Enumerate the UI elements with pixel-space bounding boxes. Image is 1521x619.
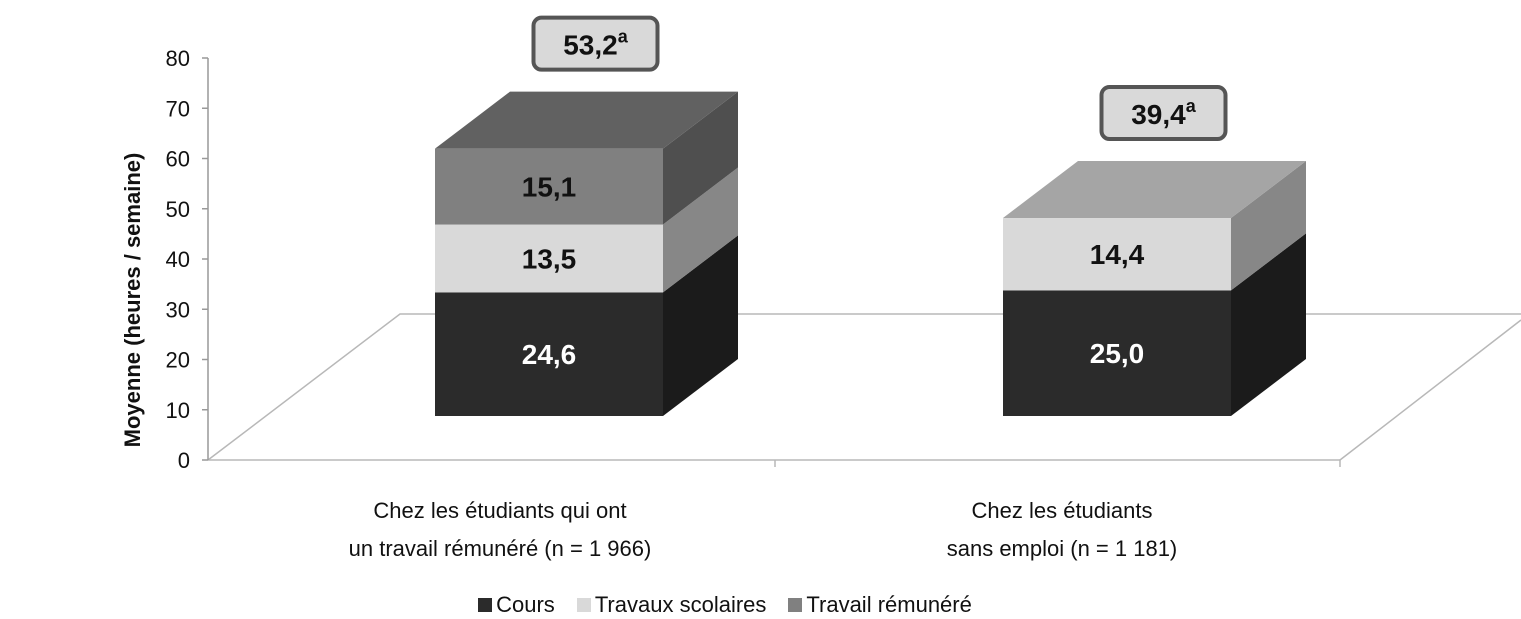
y-tick-label: 80 [166, 46, 190, 71]
value-label: 25,0 [1090, 338, 1145, 369]
legend-item: Travaux scolaires [576, 592, 767, 618]
y-tick-label: 20 [166, 348, 190, 373]
annotation-text: 53,2 [563, 30, 618, 61]
y-tick-label: 50 [166, 197, 190, 222]
legend-item: Cours [478, 592, 555, 618]
annotation: 39,4a [1131, 96, 1197, 130]
bar [435, 292, 663, 416]
bar [435, 224, 663, 293]
bar-side [663, 235, 738, 416]
legend-swatch [788, 598, 803, 612]
bar [435, 148, 663, 225]
value-label: 15,1 [522, 172, 577, 203]
x-tick-label: Chez les étudiants sans emploi (n = 1 18… [946, 498, 1178, 561]
y-tick-label: 60 [166, 147, 190, 172]
bar [1003, 218, 1231, 291]
legend-label: Cours [496, 592, 555, 617]
bar-top [1003, 161, 1306, 219]
legend-swatch [478, 598, 493, 612]
y-tick-label: 70 [166, 96, 190, 121]
y-tick-label: 40 [166, 247, 190, 272]
annotation-text: 39,4 [1131, 99, 1186, 130]
y-tick-label: 10 [166, 398, 190, 423]
bar-side [1231, 161, 1306, 291]
bar [1003, 290, 1231, 416]
bar-side [663, 167, 738, 293]
floor-right [1339, 319, 1521, 461]
x-tick-label: Chez les étudiants qui ont un travail ré… [348, 498, 652, 561]
annotation-box [531, 15, 660, 72]
legend-swatch [576, 598, 591, 612]
floor [207, 313, 1521, 467]
value-label: 13,5 [522, 243, 577, 274]
annotation-sup: a [1186, 96, 1197, 116]
y-axis-label: Moyenne (heures / semaine) [120, 153, 145, 448]
legend-item: Travail rémunéré [788, 592, 972, 618]
legend-label: Travaux scolaires [594, 592, 767, 617]
legend: Cours Travaux scolaires Travail rémunéré [0, 592, 1450, 618]
annotation-box [1099, 85, 1228, 142]
bar-top [435, 91, 738, 149]
annotation: 53,2a [563, 27, 629, 61]
floor-back [207, 313, 1521, 461]
value-label: 24,6 [522, 339, 577, 370]
annotation-sup: a [618, 27, 629, 47]
value-label: 14,4 [1090, 239, 1145, 270]
legend-label: Travail rémunéré [806, 592, 972, 617]
bar-side [663, 91, 738, 225]
y-tick-label: 0 [178, 448, 190, 473]
y-tick-label: 30 [166, 297, 190, 322]
bar-side [1231, 233, 1306, 416]
